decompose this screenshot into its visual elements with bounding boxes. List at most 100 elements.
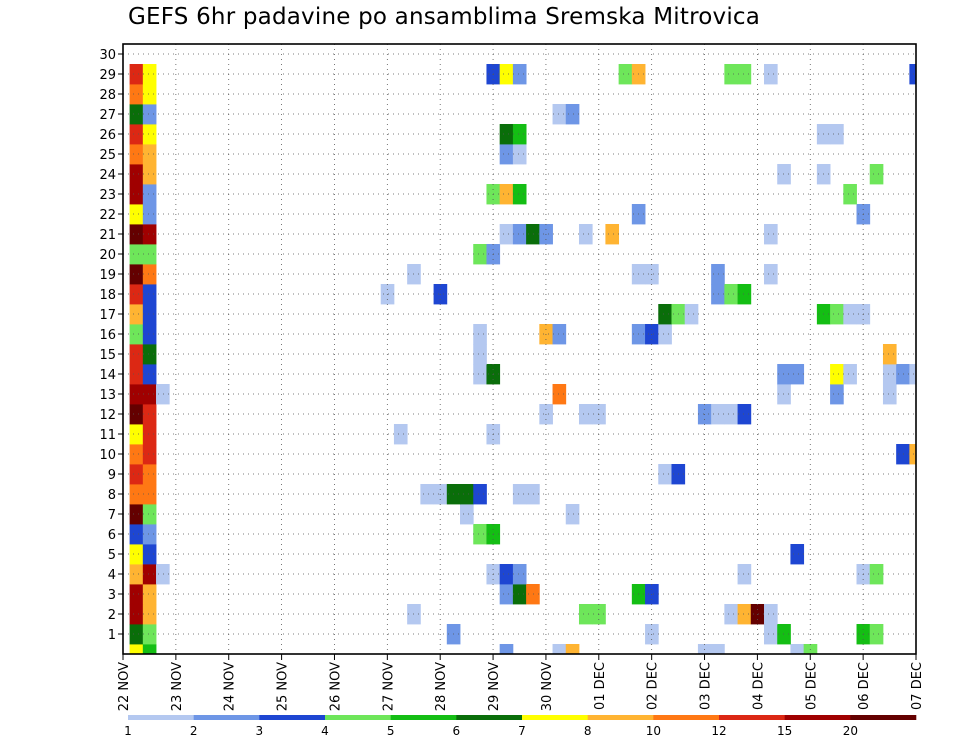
y-tick-label: 23: [99, 188, 116, 203]
colorbar-label: 1: [124, 724, 132, 738]
heatmap-cell: [129, 324, 144, 345]
heatmap-cell: [565, 644, 580, 655]
y-tick-label: 11: [99, 428, 116, 443]
heatmap-cell: [142, 124, 157, 145]
colorbar-segment: [587, 715, 654, 720]
colorbar-label: 7: [518, 724, 526, 738]
heatmap-cell: [724, 64, 738, 85]
heatmap-cell: [764, 224, 778, 245]
y-tick-label: 18: [99, 288, 116, 303]
heatmap-cell: [499, 184, 514, 205]
heatmap-cell: [420, 484, 434, 505]
colorbar-segment: [390, 715, 457, 720]
heatmap-cell: [142, 524, 157, 545]
y-tick-label: 19: [99, 268, 116, 283]
heatmap-cell: [578, 224, 593, 245]
x-tick-label: 22 NOV: [117, 662, 132, 711]
x-tick-label: 03 DEC: [699, 662, 714, 710]
heatmap-cell: [142, 424, 157, 445]
heatmap-cell: [129, 144, 144, 165]
colorbar-label: 2: [190, 724, 198, 738]
heatmap-cell: [142, 504, 157, 525]
heatmap-cell: [142, 444, 157, 465]
heatmap-cell: [129, 584, 144, 605]
heatmap-cell: [142, 564, 157, 585]
heatmap-cell: [129, 644, 144, 655]
heatmap-cell: [142, 324, 157, 345]
heatmap-cell: [142, 144, 157, 165]
heatmap-cell: [512, 184, 527, 205]
heatmap-cell: [552, 104, 567, 125]
y-tick-label: 7: [108, 508, 116, 523]
y-tick-label: 9: [108, 468, 116, 483]
heatmap-cell: [129, 364, 144, 385]
heatmap-cell: [658, 464, 672, 485]
heatmap-cell: [512, 64, 527, 85]
colorbar-label: 8: [584, 724, 592, 738]
heatmap-cell: [777, 164, 791, 185]
heatmap-cell: [711, 264, 725, 285]
heatmap-cell: [129, 164, 144, 185]
y-tick-label: 26: [99, 128, 116, 143]
plot-frame: [122, 43, 917, 655]
heatmap-cell: [512, 144, 527, 165]
x-tick-label: 27 NOV: [381, 662, 396, 711]
heatmap-cell: [129, 184, 144, 205]
heatmap-cell: [843, 364, 857, 385]
heatmap-cell: [460, 504, 474, 525]
y-tick-label: 14: [99, 368, 116, 383]
x-tick-label: 05 DEC: [804, 662, 819, 710]
heatmap-cell: [909, 64, 917, 85]
heatmap-cell: [512, 124, 527, 145]
heatmap-cell: [142, 184, 157, 205]
colorbar-segment: [456, 715, 523, 720]
heatmap-cell: [142, 484, 157, 505]
heatmap-cell: [499, 64, 514, 85]
heatmap-cell: [499, 564, 514, 585]
heatmap-cell: [552, 644, 567, 655]
heatmap-cell: [142, 344, 157, 365]
heatmap-cell: [737, 604, 752, 625]
heatmap-cell: [711, 284, 725, 305]
heatmap-cell: [129, 224, 144, 245]
heatmap-cell: [790, 644, 805, 655]
colorbar-label: 15: [777, 724, 792, 738]
x-tick-label: 28 NOV: [434, 662, 449, 711]
x-tick-label: 29 NOV: [487, 662, 502, 711]
y-tick-label: 8: [108, 488, 116, 503]
heatmap-cell: [869, 624, 884, 645]
heatmap-cell: [552, 384, 567, 405]
heatmap-cell: [737, 564, 752, 585]
heatmap-cell: [142, 164, 157, 185]
grid-lines: [123, 44, 916, 654]
heatmap-cell: [552, 324, 567, 345]
colorbar-segment: [193, 715, 260, 720]
heatmap-cell: [526, 224, 540, 245]
heatmap-cell: [605, 224, 620, 245]
heatmap-cell: [129, 604, 144, 625]
y-tick-label: 30: [99, 48, 116, 63]
heatmap-cell: [129, 284, 144, 305]
heatmap-cell: [830, 364, 844, 385]
heatmap-cell: [129, 624, 144, 645]
heatmap-cell: [724, 284, 738, 305]
heatmap-cell: [896, 444, 910, 465]
y-tick-label: 4: [108, 568, 116, 583]
heatmap-cell: [129, 304, 144, 325]
heatmap-cell: [512, 584, 527, 605]
colorbar-label: 10: [646, 724, 661, 738]
heatmap-cell: [129, 204, 144, 225]
y-tick-label: 3: [108, 588, 116, 603]
heatmap-cell: [129, 524, 144, 545]
heatmap-cell: [909, 364, 917, 385]
heatmap-cell: [142, 584, 157, 605]
x-tick-label: 26 NOV: [328, 662, 343, 711]
heatmap-cell: [129, 124, 144, 145]
heatmap-cell: [777, 384, 791, 405]
colorbar-segment: [784, 715, 851, 720]
heatmap-cell: [737, 284, 752, 305]
heatmap-cell: [565, 504, 580, 525]
heatmap-cell: [711, 644, 725, 655]
heatmap-cell: [882, 364, 897, 385]
